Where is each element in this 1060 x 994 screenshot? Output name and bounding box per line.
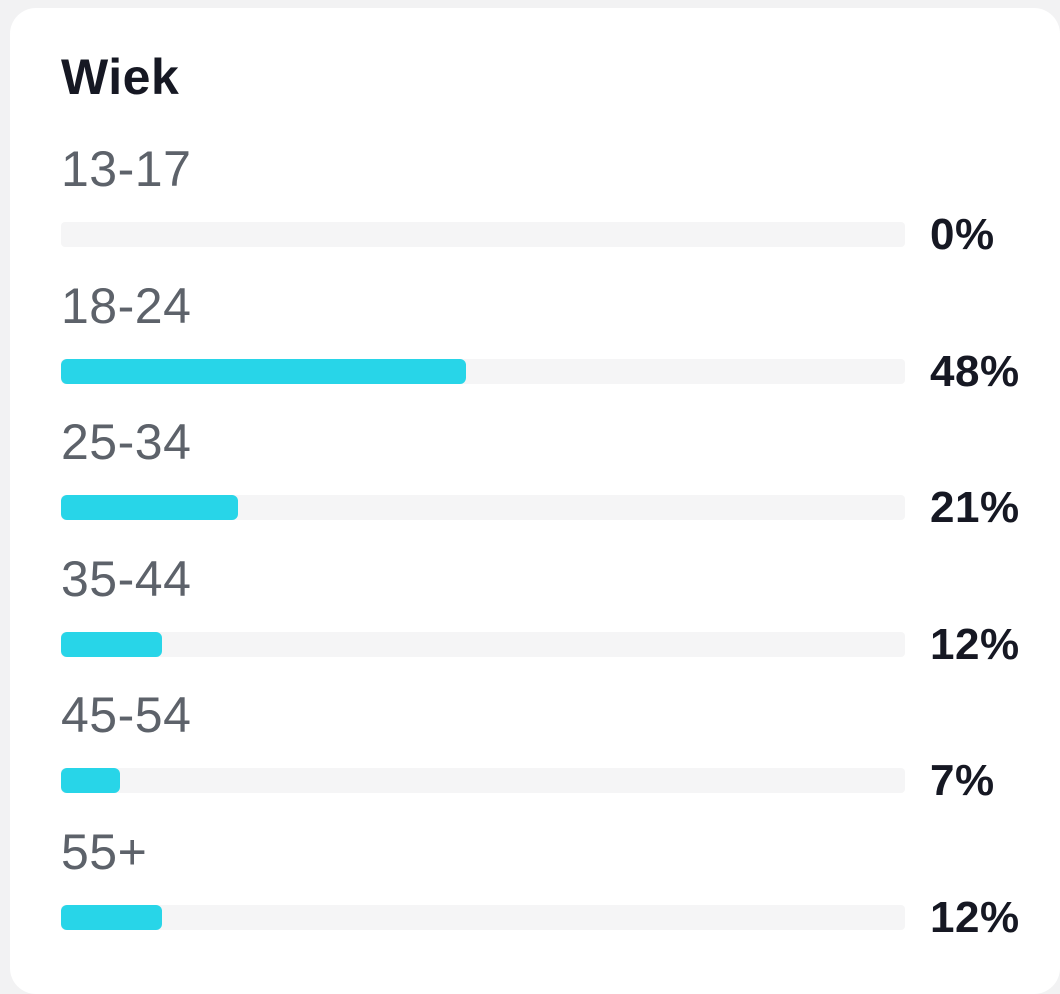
bar-area: 18-24 (61, 281, 905, 384)
bar-area: 45-54 (61, 690, 905, 793)
percentage-value: 21% (930, 483, 1020, 532)
percentage-value: 7% (930, 756, 995, 805)
bar-track (61, 358, 905, 384)
bar-track (61, 768, 905, 793)
age-group-label: 45-54 (61, 687, 192, 743)
percentage-value: 12% (930, 892, 1020, 942)
age-group-label: 25-34 (61, 414, 192, 470)
card-title: Wiek (61, 49, 180, 105)
age-row-13-17: 13-17 0% (61, 144, 1060, 259)
bar-track (61, 222, 905, 247)
bar-area: 35-44 (61, 554, 905, 657)
bar-fill (61, 495, 239, 520)
age-group-label: 55+ (61, 823, 148, 880)
bar-fill (61, 768, 121, 793)
bar-area: 13-17 (61, 144, 905, 247)
bar-fill (61, 904, 163, 930)
percentage-value: 48% (930, 346, 1020, 396)
bar-track (61, 904, 905, 930)
percentage-value: 12% (930, 619, 1020, 669)
age-row-35-44: 35-44 12% (61, 554, 1060, 669)
age-group-label: 18-24 (61, 277, 192, 334)
bar-fill (61, 358, 467, 384)
age-row-18-24: 18-24 48% (61, 281, 1060, 396)
age-row-25-34: 25-34 21% (61, 417, 1060, 532)
age-row-55-plus: 55+ 12% (61, 827, 1060, 942)
percentage-value: 0% (930, 210, 995, 259)
age-group-label: 13-17 (61, 141, 192, 197)
age-group-label: 35-44 (61, 550, 192, 607)
bar-area: 25-34 (61, 417, 905, 520)
age-demographics-card: Wiek 13-17 0% 18-24 48% 25-34 (10, 8, 1060, 994)
bar-track (61, 631, 905, 657)
bar-area: 55+ (61, 827, 905, 930)
age-bar-list: 13-17 0% 18-24 48% 25-34 (61, 144, 1060, 942)
bar-fill (61, 631, 163, 657)
age-row-45-54: 45-54 7% (61, 690, 1060, 805)
bar-track (61, 495, 905, 520)
